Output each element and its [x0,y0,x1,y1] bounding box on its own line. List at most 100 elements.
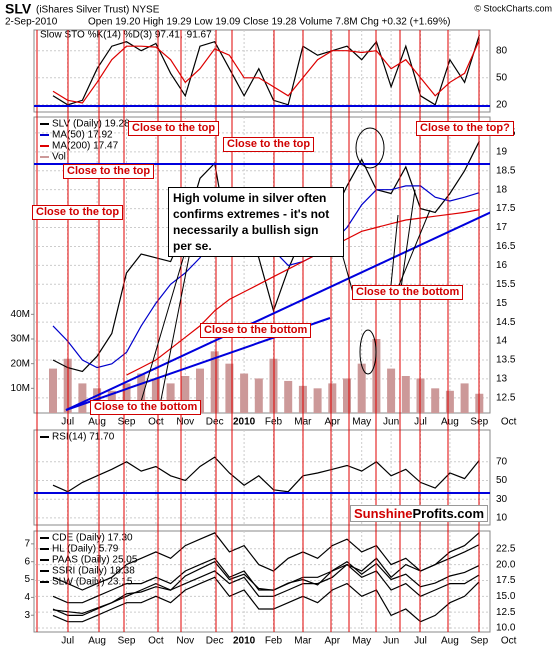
y-tick-label: 19 [496,146,508,157]
x-tick-label: 2010 [233,417,256,428]
pointer-line [399,189,416,296]
x-tick-label: Oct [148,636,164,647]
legend-entry: MA(200) 17.47 [52,141,119,152]
x-tick-label: Jun [383,636,399,647]
logo-first: Sunshine [354,506,413,521]
y-tick-label: 22.5 [496,543,516,554]
annotation: Close to the bottom [352,285,464,300]
logo-second: Profits.com [412,506,485,521]
annotation: Close to the top [63,164,155,179]
x-tick-label: Apr [325,636,341,647]
volume-bar [210,351,219,413]
x-tick-label: Jul [414,636,427,647]
y-tick-label: 13.5 [496,355,516,366]
volume-bar [343,378,351,413]
y-tick-label: 16.5 [496,241,516,252]
volume-bar [328,383,337,413]
x-tick-label: Apr [325,417,341,428]
y-tick-label: 70 [496,456,508,467]
legend-entry: MA(50) 17.92 [52,130,113,141]
legend-entry: SSRI (Daily) 18.38 [52,566,135,577]
annotation: Close to the top [128,121,220,136]
legend-entry: PAAS (Daily) 25.05 [52,555,138,566]
x-tick-label: Jul [61,636,74,647]
y-tick-label: 15.0 [496,591,516,602]
y2-tick-label: 4 [24,592,30,603]
annotation: Close to the top? [416,121,514,136]
pointer-line [159,251,191,406]
logo: SunshineProfits.com [350,505,489,522]
quote: Open 19.20 High 19.29 Low 19.09 Close 19… [88,17,450,28]
y-tick-label: 12.5 [496,392,516,403]
highlight-ellipse [355,127,385,169]
annotation: Close to the top [223,137,315,152]
y2-tick-label: 6 [24,556,30,567]
y2-tick-label: 10M [11,383,30,394]
volume-bar [460,383,469,413]
x-tick-label: Sep [470,417,488,428]
y-tick-label: 18 [496,184,508,195]
volume-bar [357,363,366,413]
trend-line [65,211,490,411]
x-tick-label: Aug [441,417,459,428]
volume-bar [196,368,204,413]
x-tick-label: Feb [265,636,283,647]
volume-bar [313,388,322,413]
y-tick-label: 15 [496,298,508,309]
y2-tick-label: 40M [11,309,30,320]
legend-entry: SLW (Daily) 23.15 [52,577,133,588]
callout-box: High volume in silver often confirms ext… [168,187,344,257]
y-tick-label: 20 [496,99,508,110]
volume-bar [445,390,454,413]
y-tick-label: 10 [496,513,508,524]
volume-bar [166,383,175,413]
x-tick-label: Sep [118,636,136,647]
volume-bar [151,378,160,413]
y-tick-label: 14.5 [496,317,516,328]
y-tick-label: 17.5 [496,575,516,586]
y-tick-label: 17.5 [496,203,516,214]
x-tick-label: Sep [470,636,488,647]
y2-tick-label: 7 [24,538,30,549]
y-tick-label: 15.5 [496,279,516,290]
pointer-line [389,214,399,296]
volume-bar [431,388,440,413]
volume-bar [49,368,57,413]
x-tick-label: Sep [118,417,136,428]
y-tick-label: 80 [496,45,508,56]
x-tick-label: Dec [206,636,224,647]
x-tick-label: Aug [88,417,106,428]
legend-entry: HL (Daily) 5.79 [52,544,119,555]
volume-bar [387,368,396,413]
x-tick-label: Nov [176,417,194,428]
y-tick-label: 18.5 [496,165,516,176]
panel-frame [33,29,491,113]
x-tick-label: May [352,417,371,428]
volume-bar [401,376,410,413]
x-tick-label: Nov [176,636,194,647]
y-tick-label: 16 [496,260,508,271]
volume-bar [254,378,263,413]
date: 2-Sep-2010 [5,17,58,28]
y-tick-label: 50 [496,475,508,486]
legend-entry: 91.67 [187,30,212,41]
highlight-ellipse [359,329,377,375]
annotation: Close to the bottom [200,323,312,338]
x-tick-label: Dec [206,417,224,428]
y-tick-label: 13 [496,374,508,385]
x-tick-label: Aug [88,636,106,647]
x-tick-label: May [352,636,371,647]
legend-entry: RSI(14) 71.70 [52,432,115,443]
legend-entry: SLV (Daily) 19.28 [52,119,130,130]
legend-entry: Slow STO %K(14) %D(3) 97.41, [40,30,183,41]
x-tick-label: Aug [441,636,459,647]
pointer-line [139,251,186,406]
y-tick-label: 50 [496,72,508,83]
legend-entry: Vol [52,152,66,163]
annotation: Close to the top [32,205,124,220]
y-tick-label: 30 [496,494,508,505]
legend-entry: CDE (Daily) 17.30 [52,533,133,544]
y-tick-label: 20.0 [496,559,516,570]
